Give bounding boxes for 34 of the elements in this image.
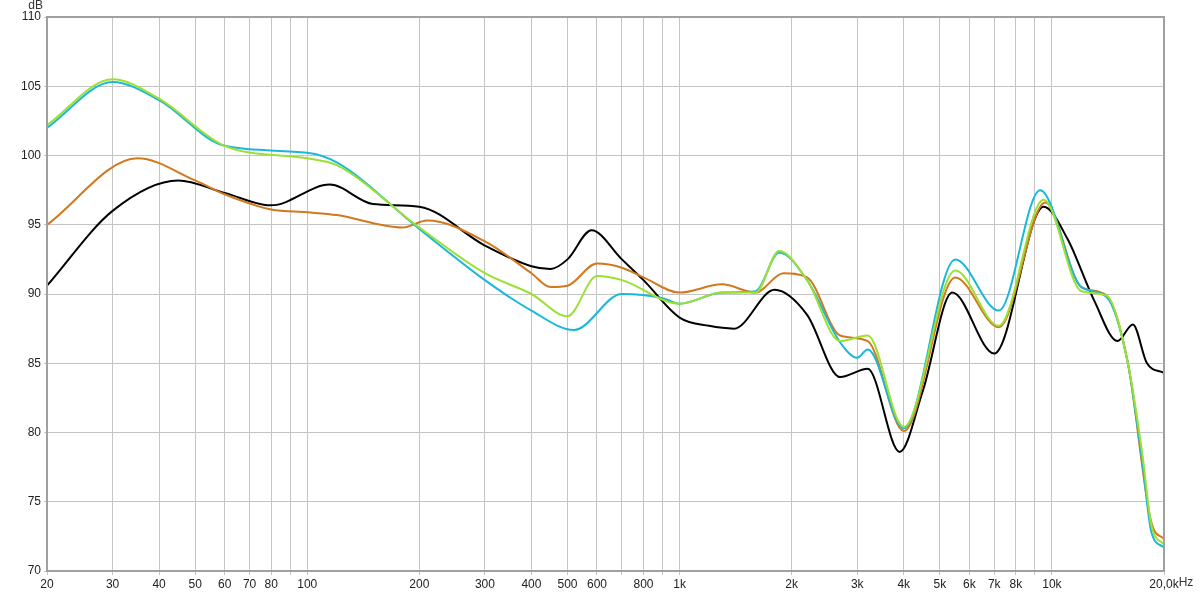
x-tick-label: 50 — [188, 576, 203, 591]
y-tick-label: 100 — [20, 147, 42, 162]
x-tick-label: 200 — [409, 576, 430, 591]
x-tick-label: 10k — [1042, 576, 1063, 591]
x-tick-label: 30 — [105, 576, 120, 591]
x-tick-label: 8k — [1009, 576, 1024, 591]
x-tick-label: 2k — [785, 576, 799, 591]
y-tick-label: 90 — [27, 286, 42, 301]
y-tick-label: 105 — [20, 78, 42, 93]
x-tick-label: 20,0k — [1149, 576, 1180, 591]
x-tick-label: 800 — [633, 576, 654, 591]
x-tick-label: 400 — [521, 576, 542, 591]
x-tick-label: 3k — [850, 576, 865, 591]
x-tick-label: 5k — [933, 576, 948, 591]
y-tick-label: 110 — [21, 9, 42, 24]
y-tick-label: 70 — [27, 563, 42, 578]
x-tick-label: 60 — [217, 576, 232, 591]
x-tick-label: 20 — [40, 576, 54, 591]
y-tick-label: 85 — [27, 355, 42, 370]
y-tick-label: 80 — [27, 424, 42, 439]
x-tick-label: 70 — [242, 576, 257, 591]
x-tick-label: 6k — [962, 576, 977, 591]
x-tick-label: 4k — [897, 576, 912, 591]
y-tick-label: 95 — [27, 217, 42, 232]
x-tick-label: 1k — [673, 576, 687, 591]
y-tick-label: 75 — [27, 494, 42, 509]
x-tick-label: 500 — [557, 576, 578, 591]
x-tick-label: 600 — [586, 576, 608, 591]
x-tick-label: 80 — [264, 576, 279, 591]
x-axis-title: Hz — [1178, 575, 1194, 590]
x-tick-label: 40 — [152, 576, 167, 591]
x-tick-label: 100 — [297, 576, 318, 591]
x-tick-label: 7k — [987, 576, 1002, 591]
x-tick-label: 300 — [474, 576, 496, 591]
